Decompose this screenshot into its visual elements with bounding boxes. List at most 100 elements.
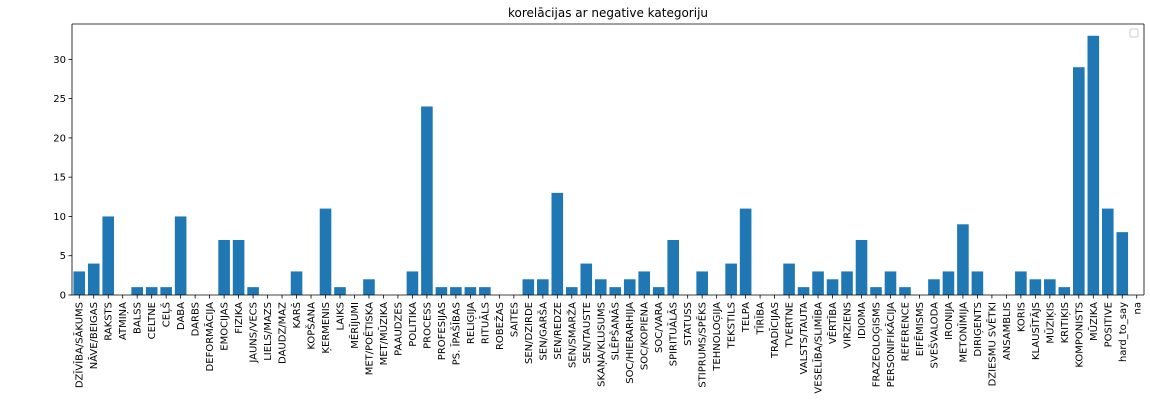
x-tick-label: RITUĀLS	[478, 302, 491, 344]
bar	[464, 287, 477, 295]
x-tick-label: SEN/TAUSTE	[582, 302, 593, 364]
x-tick-label: TEHNOLOĢIJA	[712, 302, 723, 372]
x-tick-label: FRAZEOLOĢISMS	[872, 302, 883, 387]
chart-title: korelācijas ar negative kategoriju	[508, 6, 708, 20]
bar	[899, 287, 911, 295]
x-tick-label: POLITIKA	[408, 302, 419, 347]
x-tick-label: SKAŅA/KLUSUMS	[596, 302, 607, 387]
bar	[537, 279, 549, 295]
x-tick-label: SLĒPŠANĀS	[609, 302, 622, 360]
y-tick-label: 30	[53, 55, 66, 66]
bar	[841, 271, 853, 295]
x-tick-label: VIRZIENS	[843, 302, 854, 349]
x-tick-label: MET/MŪZIKA	[377, 302, 390, 366]
bar	[638, 271, 651, 295]
x-tick-label: DARBS	[191, 302, 202, 336]
x-tick-label: MŪZIĶIS	[1043, 302, 1056, 344]
x-axis: DZĪVĪBA/SĀKUMS NĀVE/BEIGAS RAKSTS ATMIŅA BAL…	[73, 295, 1143, 394]
x-tick-label: PROCESS	[422, 302, 433, 349]
x-tick-label: STIPRUMS/SPĒKS	[696, 302, 709, 388]
x-tick-label: SPIRITUĀLĀS	[667, 302, 680, 366]
bar	[609, 287, 622, 295]
bars-group	[73, 35, 1129, 295]
x-tick-label: SEN/DZIRDE	[524, 302, 535, 364]
x-tick-label: DZIESMU SVĒTKI	[985, 302, 998, 386]
bar	[319, 208, 332, 295]
bar	[522, 279, 535, 295]
y-tick-label: 5	[60, 251, 66, 262]
bar	[1116, 232, 1129, 295]
x-tick-label: POSITIVE	[1103, 302, 1114, 347]
bar	[783, 263, 795, 295]
x-tick-label: REFERENCE	[900, 302, 911, 361]
x-tick-label: VĒRTĪBA	[826, 302, 839, 344]
x-tick-label: TEKSTILS	[727, 302, 738, 349]
x-tick-label: CELTNE	[147, 302, 158, 339]
bar	[870, 287, 882, 295]
x-tick-label: ATMIŅA	[118, 302, 129, 340]
x-tick-label: DEFORMĀCIJA	[203, 302, 216, 372]
bar	[290, 271, 303, 295]
bar	[667, 240, 679, 295]
x-tick-label: ĶERMENIS	[321, 302, 332, 354]
x-tick-label: STATUSS	[683, 302, 694, 346]
x-tick-label: SOC/VARA	[654, 302, 665, 353]
y-tick-label: 0	[60, 291, 66, 302]
x-tick-label: SVEŠVALODA	[927, 302, 940, 369]
x-tick-label: PROFESIJAS	[437, 302, 448, 360]
bar	[884, 271, 897, 295]
bar	[797, 287, 810, 295]
legend-box	[1129, 28, 1139, 38]
x-tick-label: DAUDZ/MAZ	[278, 302, 289, 364]
x-tick-label: ROBEŽAS	[493, 302, 506, 350]
bar	[1015, 271, 1027, 295]
bar	[1044, 279, 1056, 295]
x-tick-label: METONĪMIJA	[956, 302, 969, 363]
x-tick-label: EIFĒMISMS	[913, 302, 926, 356]
bar	[102, 216, 115, 295]
y-tick-label: 15	[53, 173, 66, 184]
x-tick-label: TĪRĪBA	[754, 302, 767, 336]
x-tick-label: TELPA	[741, 302, 752, 333]
x-tick-label: LAIKS	[336, 302, 347, 331]
y-tick-label: 25	[53, 94, 66, 105]
x-tick-label: KLAUSĪTĀJS	[1029, 302, 1042, 360]
x-tick-label: NĀVE/BEIGAS	[87, 302, 100, 369]
bar	[479, 287, 491, 295]
bar	[942, 271, 955, 295]
x-tick-label: PAAUDZES	[393, 302, 404, 356]
x-tick-label: RAKSTS	[104, 302, 115, 341]
x-tick-label: PERSONIFIKĀCIJA	[884, 302, 897, 388]
x-tick-label: hard_to_say	[1118, 302, 1129, 362]
bar	[247, 287, 259, 295]
x-tick-label: SAITES	[509, 302, 520, 337]
bar	[334, 287, 346, 295]
bar	[1101, 208, 1114, 295]
bar	[232, 240, 245, 295]
x-tick-label: MĒRĪJUMI	[348, 302, 361, 349]
bar	[1029, 279, 1042, 295]
bar	[450, 287, 462, 295]
bar	[739, 208, 752, 295]
x-tick-label: SOC/KOPIENA	[640, 302, 651, 370]
bar	[826, 279, 839, 295]
x-tick-label: EMOCIJAS	[220, 302, 231, 351]
x-tick-label: MET/POĒTISKA	[362, 302, 375, 375]
bar	[160, 287, 172, 295]
x-tick-label: DABA	[176, 302, 187, 330]
x-tick-label: KORIS	[1016, 302, 1027, 332]
x-tick-label: JAUNS/VECS	[249, 302, 260, 364]
bar	[406, 271, 419, 295]
bar	[652, 287, 665, 295]
bar	[363, 279, 375, 295]
bar	[1087, 35, 1100, 295]
bar	[580, 263, 593, 295]
x-tick-label: LIELS/MAZS	[263, 302, 274, 361]
x-tick-label: FIZIKA	[234, 302, 245, 334]
bar	[421, 106, 433, 295]
bar	[696, 271, 708, 295]
bar	[855, 240, 868, 295]
y-tick-label: 20	[53, 133, 66, 144]
bar	[928, 279, 940, 295]
x-tick-label: SOC/HIERARHIJA	[625, 302, 636, 384]
